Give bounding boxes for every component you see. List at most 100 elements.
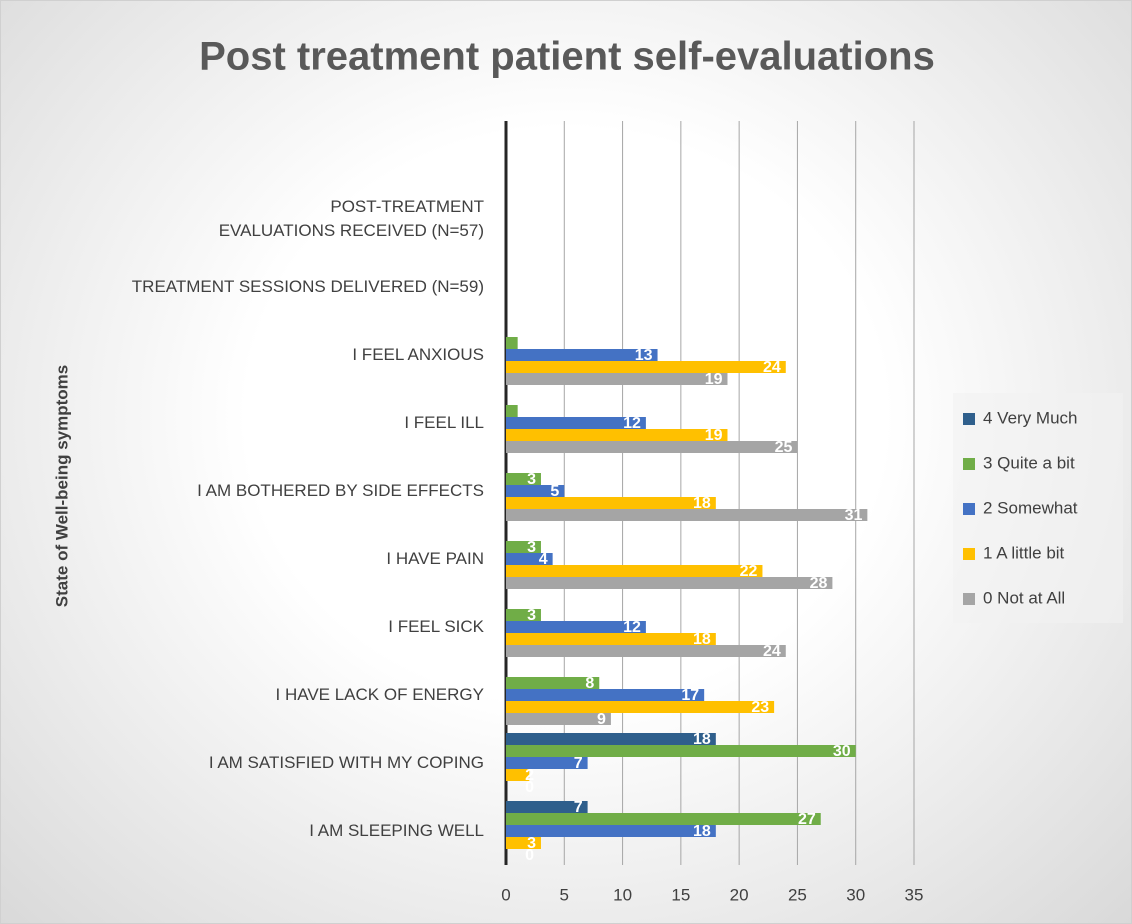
bar [506,429,728,441]
data-label: 4 [539,551,548,568]
data-label: 12 [623,619,641,636]
data-label: 1 [525,403,534,420]
data-label: 3 [527,607,536,624]
data-label: 24 [763,359,781,376]
bar [506,837,541,849]
bar [506,349,658,361]
y-axis-label: State of Well-being symptoms [52,365,71,607]
bar [506,541,541,553]
bar [506,689,705,701]
bar [506,801,588,813]
bar [506,485,565,497]
data-label: 19 [705,371,723,388]
legend-swatch [963,593,975,605]
chart-title: Post treatment patient self-evaluations [199,35,935,79]
y-tick-label: I FEEL ANXIOUS [352,345,484,364]
legend-swatch [963,503,975,515]
bar [506,337,518,349]
data-label: 0 [525,779,534,796]
data-label: 23 [751,699,769,716]
bar [506,417,646,429]
data-label: 12 [623,415,641,432]
x-tick-label: 35 [905,885,924,904]
bar [506,813,821,825]
bar [506,825,716,837]
legend-swatch [963,548,975,560]
bar [506,473,541,485]
data-label: 9 [597,711,606,728]
data-label: 25 [775,439,793,456]
y-tick-label: POST-TREATMENT EVALUATIONS RECEIVED (N=5… [218,197,484,240]
legend-label: 1 A little bit [983,543,1065,562]
bar [506,645,786,657]
bar [506,733,716,745]
data-label: 0 [525,847,534,864]
y-tick-label: I AM SLEEPING WELL [309,821,484,840]
y-tick-label: I AM BOTHERED BY SIDE EFFECTS [197,481,484,500]
data-label: 22 [740,563,758,580]
data-label: 3 [527,835,536,852]
data-label: 2 [525,767,534,784]
y-tick-label: I HAVE LACK OF ENERGY [275,685,484,704]
y-tick-label: I FEEL SICK [388,617,484,636]
data-label: 7 [574,755,583,772]
bar [506,621,646,633]
data-label: 8 [585,675,594,692]
x-tick-label: 25 [788,885,807,904]
data-label: 27 [798,811,816,828]
bar [506,633,716,645]
y-tick-label: I HAVE PAIN [386,549,484,568]
y-tick-label: I AM SATISFIED WITH MY COPING [208,753,484,772]
legend-label: 0 Not at All [983,588,1065,607]
data-label: 5 [550,483,559,500]
y-tick-label: I FEEL ILL [404,413,484,432]
bar [506,509,868,521]
data-label: 0 [525,663,534,680]
data-label: 1 [525,335,534,352]
legend-label: 3 Quite a bit [983,453,1075,472]
bar [506,553,553,565]
data-label: 3 [527,471,536,488]
data-label: 28 [810,575,828,592]
data-label: 7 [574,799,583,816]
bar [506,677,600,689]
x-tick-label: 10 [613,885,632,904]
bar [506,361,786,373]
legend-swatch [963,458,975,470]
bar [506,405,518,417]
legend-swatch [963,413,975,425]
bar [506,497,716,509]
x-tick-label: 15 [671,885,690,904]
data-label: 17 [681,687,699,704]
legend-label: 4 Very Much [983,408,1078,427]
y-tick-label: TREATMENT SESSIONS DELIVERED (N=59) [131,277,484,296]
x-tick-label: 5 [560,885,569,904]
data-label: 19 [705,427,723,444]
x-tick-label: 20 [730,885,749,904]
x-tick-label: 30 [846,885,865,904]
data-label: 30 [833,743,851,760]
legend-box [953,393,1123,623]
data-label: 13 [635,347,653,364]
data-label: 3 [527,539,536,556]
bar [506,769,530,781]
bar [506,745,856,757]
bar [506,713,611,725]
bar [506,373,728,385]
data-label: 18 [693,823,711,840]
data-label: 31 [845,507,863,524]
legend-label: 2 Somewhat [983,498,1078,517]
bar [506,565,763,577]
bar [506,441,798,453]
data-label: 18 [693,631,711,648]
bar [506,609,541,621]
bar [506,757,588,769]
bar [506,577,833,589]
bar [506,701,775,713]
data-label: 18 [693,731,711,748]
data-label: 18 [693,495,711,512]
x-tick-label: 0 [501,885,510,904]
data-label: 24 [763,643,781,660]
